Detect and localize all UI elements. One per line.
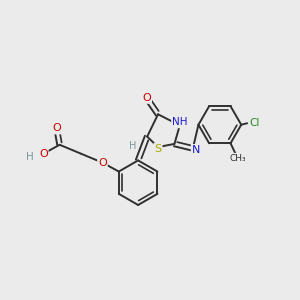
Text: O: O <box>39 149 48 159</box>
Text: N: N <box>192 145 200 155</box>
Text: O: O <box>52 124 61 134</box>
Text: H: H <box>129 141 137 151</box>
Text: H: H <box>26 152 34 162</box>
Text: S: S <box>154 144 162 154</box>
Text: O: O <box>98 158 107 168</box>
Text: Cl: Cl <box>249 118 260 128</box>
Text: NH: NH <box>172 117 188 128</box>
Text: O: O <box>142 93 151 103</box>
Text: CH₃: CH₃ <box>229 154 246 163</box>
